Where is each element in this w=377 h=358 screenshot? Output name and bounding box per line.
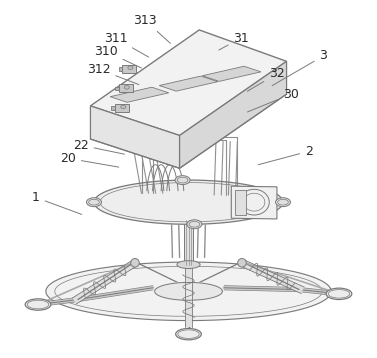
Circle shape (238, 258, 246, 267)
Text: 313: 313 (133, 14, 170, 43)
Polygon shape (46, 262, 331, 320)
Text: 22: 22 (73, 139, 124, 154)
Ellipse shape (25, 299, 51, 310)
Polygon shape (110, 87, 169, 102)
Polygon shape (90, 106, 179, 168)
Polygon shape (119, 84, 133, 92)
Text: 32: 32 (247, 67, 285, 91)
Polygon shape (119, 67, 122, 71)
Text: 312: 312 (87, 63, 139, 84)
Polygon shape (184, 220, 193, 265)
Text: 311: 311 (104, 32, 149, 57)
Text: 310: 310 (94, 45, 141, 68)
Polygon shape (202, 66, 261, 81)
Polygon shape (185, 265, 192, 327)
Polygon shape (94, 180, 283, 224)
Polygon shape (179, 61, 287, 168)
Polygon shape (241, 260, 304, 294)
Text: 31: 31 (219, 32, 249, 50)
Ellipse shape (175, 176, 190, 185)
Ellipse shape (276, 198, 291, 207)
Polygon shape (90, 30, 287, 135)
Ellipse shape (124, 86, 129, 89)
Text: 20: 20 (60, 152, 119, 167)
Ellipse shape (121, 105, 126, 109)
Text: 1: 1 (32, 191, 82, 214)
Polygon shape (235, 190, 245, 215)
Ellipse shape (128, 66, 133, 69)
Polygon shape (155, 282, 222, 300)
Polygon shape (122, 65, 136, 73)
Text: 30: 30 (247, 88, 299, 112)
Polygon shape (115, 87, 119, 90)
Text: 3: 3 (272, 49, 327, 86)
Ellipse shape (177, 261, 200, 268)
Text: 2: 2 (258, 145, 313, 165)
Polygon shape (231, 186, 277, 219)
Ellipse shape (176, 328, 201, 340)
Circle shape (131, 258, 139, 267)
Ellipse shape (187, 220, 202, 229)
Polygon shape (115, 104, 129, 112)
Polygon shape (159, 76, 218, 91)
Polygon shape (72, 260, 137, 304)
Ellipse shape (326, 288, 352, 300)
Ellipse shape (86, 198, 101, 207)
Polygon shape (112, 106, 115, 110)
